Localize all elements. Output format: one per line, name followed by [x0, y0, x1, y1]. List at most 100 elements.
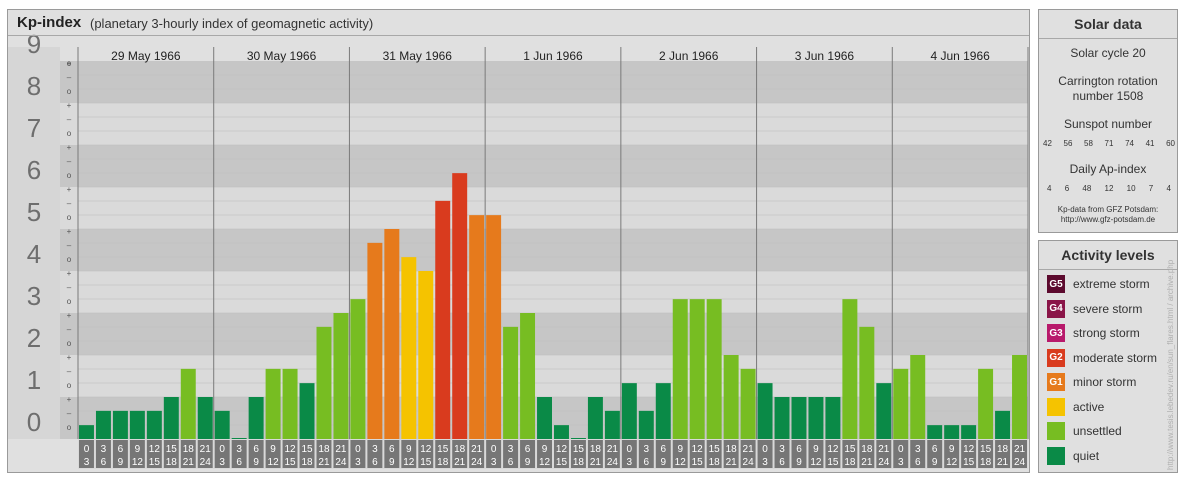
kp-bar-24 [486, 215, 502, 439]
interval-start: 3 [372, 444, 378, 455]
kp-bar-46 [859, 326, 875, 439]
day-label-5: 3 Jun 1966 [795, 49, 855, 63]
kp-bar-45 [842, 299, 858, 439]
ap_values-5: 7 [1148, 184, 1154, 193]
legend-label: unsettled [1073, 424, 1122, 438]
interval-start: 3 [236, 444, 242, 455]
kp-bar-30 [587, 397, 603, 439]
y-axis-gutter [8, 47, 60, 439]
day-label-3: 1 Jun 1966 [523, 49, 583, 63]
interval-box [231, 440, 247, 468]
kp-bar-53 [978, 368, 994, 439]
kp-bar-0 [79, 425, 94, 439]
legend-item-unsettled: unsettled [1047, 421, 1122, 441]
interval-end: 15 [827, 457, 839, 468]
interval-start: 15 [573, 444, 585, 455]
interval-box [554, 440, 569, 468]
kp-bar-31 [604, 410, 620, 439]
interval-start: 15 [437, 444, 449, 455]
interval-start: 0 [627, 444, 633, 455]
kp-bar-39 [740, 368, 756, 439]
kp-bar-22 [452, 173, 468, 439]
interval-box [503, 440, 519, 468]
interval-box [910, 440, 926, 468]
interval-end: 15 [420, 457, 432, 468]
interval-start: 18 [183, 444, 195, 455]
interval-end: 9 [660, 457, 666, 468]
sub-tick: + [67, 227, 72, 236]
legend-item-minor-storm: G1 minor storm [1047, 372, 1136, 392]
interval-box [367, 440, 383, 468]
interval-box [1012, 440, 1027, 468]
sub-tick: + [67, 353, 72, 362]
legend-label: quiet [1073, 448, 1100, 463]
interval-end: 18 [166, 457, 178, 468]
interval-end: 24 [1014, 457, 1026, 468]
interval-box [469, 440, 485, 468]
interval-box [876, 440, 892, 468]
kp-bar-55 [1012, 355, 1027, 439]
kp-bar-6 [180, 368, 196, 439]
kp-bar-32 [621, 383, 637, 439]
legend-item-active: active [1047, 397, 1104, 417]
interval-start: 0 [219, 444, 225, 455]
legend-swatch: G5 [1047, 275, 1065, 293]
interval-box [808, 440, 824, 468]
interval-end: 9 [253, 457, 259, 468]
sub-tick: + [67, 101, 72, 110]
y-tick-9: 9 [27, 29, 41, 59]
legend-swatch: G1 [1047, 373, 1065, 391]
interval-start: 15 [980, 444, 992, 455]
chart-header: Kp-index (planetary 3-hourly index of ge… [8, 10, 1029, 36]
interval-end: 21 [726, 457, 738, 468]
kp-bar-37 [706, 299, 722, 439]
interval-box [995, 440, 1011, 468]
band-7 [60, 103, 1028, 145]
interval-end: 24 [878, 457, 890, 468]
sunspot_values-5: 41 [1145, 139, 1155, 148]
interval-box [316, 440, 332, 468]
sub-tick: – [67, 325, 72, 334]
ap_values-6: 4 [1166, 184, 1171, 193]
kp-bar-5 [163, 397, 179, 439]
kp-bar-49 [910, 355, 926, 439]
interval-box [384, 440, 400, 468]
interval-start: 21 [743, 444, 755, 455]
y-tick-7: 7 [27, 113, 41, 143]
interval-end: 18 [844, 457, 856, 468]
sunspot_values-6: 60 [1166, 139, 1175, 148]
interval-box [282, 440, 298, 468]
y-tick-0: 0 [27, 407, 41, 437]
interval-start: 6 [796, 444, 802, 455]
sub-tick: – [67, 73, 72, 82]
kp-bar-35 [672, 299, 688, 439]
sub-tick: o [67, 87, 72, 96]
interval-end: 15 [692, 457, 704, 468]
interval-end: 6 [236, 457, 242, 468]
interval-start: 21 [878, 444, 890, 455]
interval-end: 15 [556, 457, 568, 468]
kp-bar-4 [146, 410, 162, 439]
interval-start: 18 [318, 444, 330, 455]
interval-box [859, 440, 875, 468]
interval-box [978, 440, 994, 468]
interval-box [197, 440, 213, 468]
interval-end: 21 [183, 457, 195, 468]
legend-item-moderate-storm: G2 moderate storm [1047, 348, 1157, 368]
interval-box [672, 440, 688, 468]
interval-end: 12 [675, 457, 687, 468]
kp-bar-38 [723, 355, 739, 439]
interval-end: 3 [762, 457, 768, 468]
sub-tick: – [67, 409, 72, 418]
interval-end: 15 [149, 457, 161, 468]
kp-bar-13 [299, 383, 315, 439]
sub-tick: o [67, 213, 72, 222]
interval-box [112, 440, 128, 468]
kp-bar-14 [316, 326, 332, 439]
interval-box [706, 440, 722, 468]
interval-start: 9 [542, 444, 548, 455]
interval-start: 6 [118, 444, 124, 455]
kp-bar-54 [995, 410, 1011, 439]
sunspot-label: Sunspot number [1063, 117, 1153, 131]
day-label-6: 4 Jun 1966 [930, 49, 990, 63]
